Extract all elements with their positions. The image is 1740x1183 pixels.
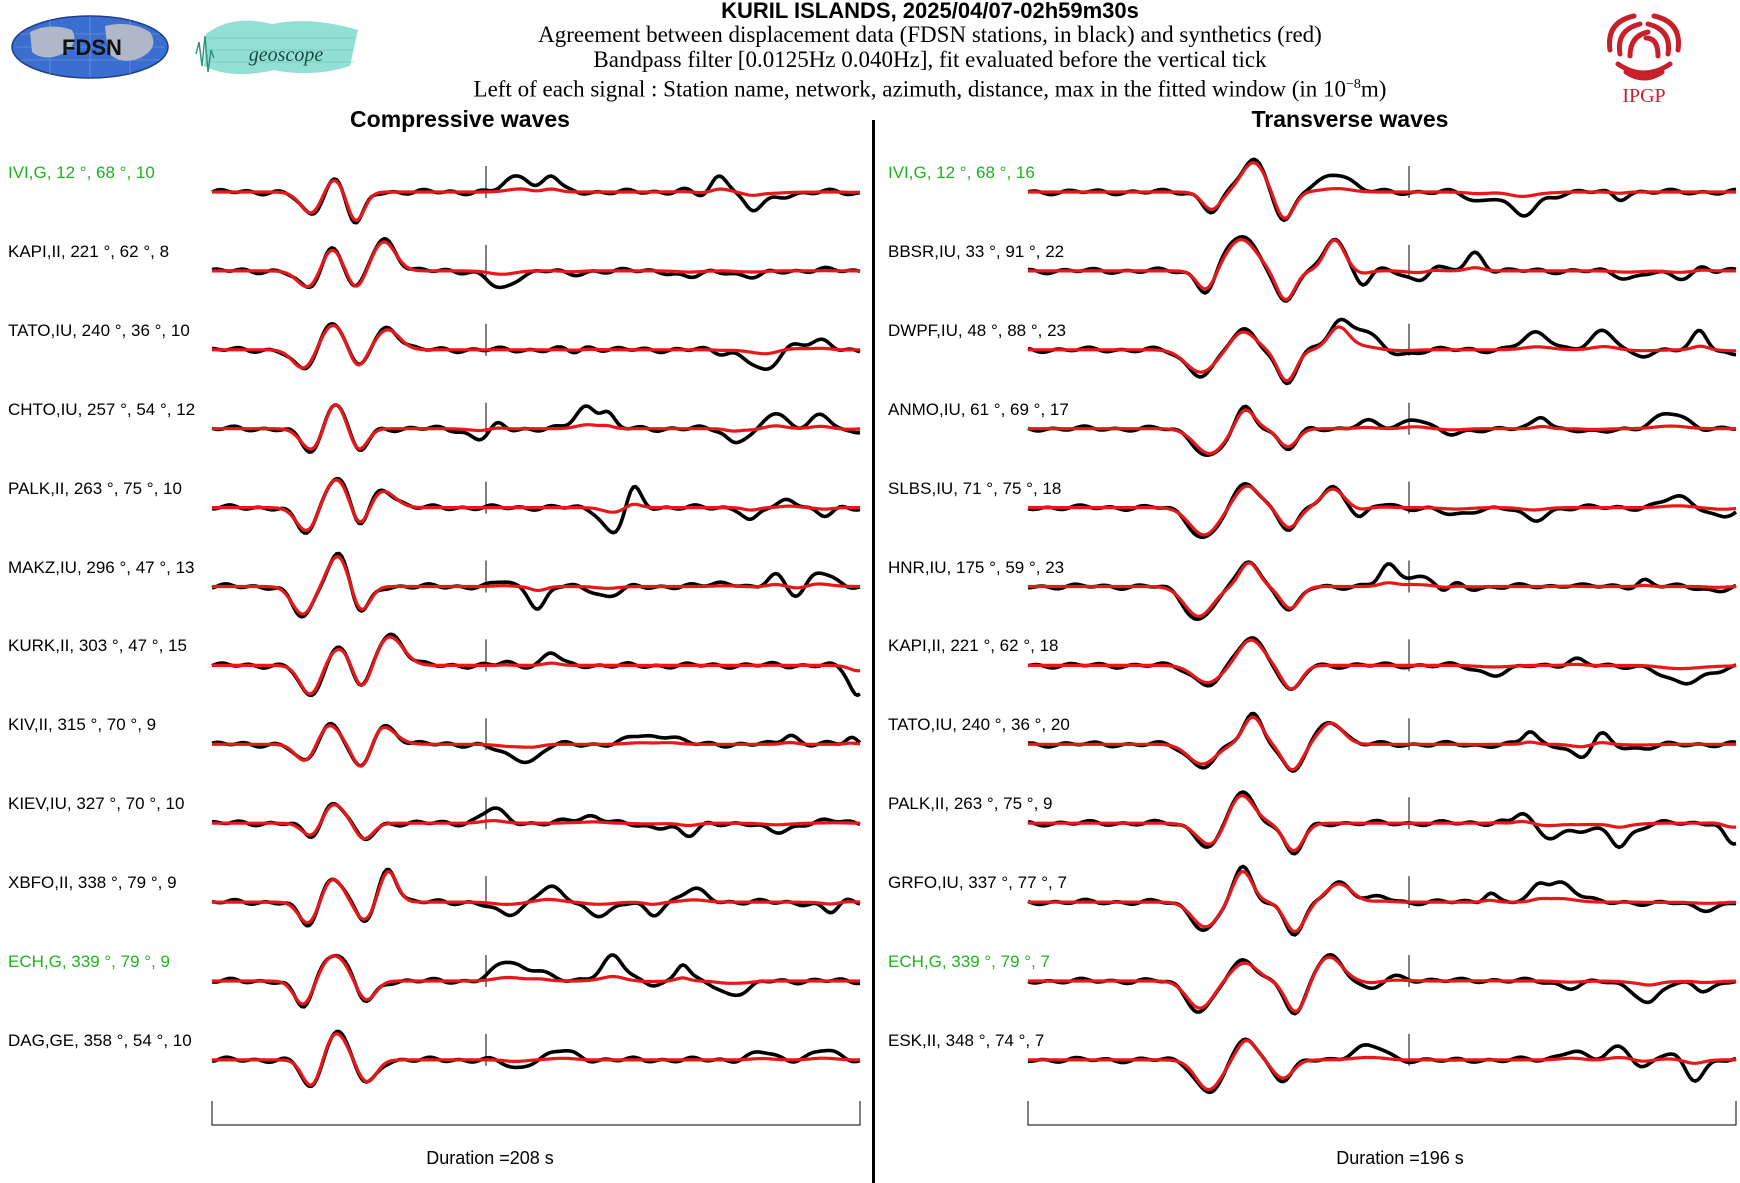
- synthetic-trace: [212, 478, 860, 533]
- synthetic-trace: [1028, 484, 1737, 537]
- station-label: XBFO,II, 338 °, 79 °, 9: [8, 873, 177, 893]
- data-trace: [1027, 636, 1737, 692]
- data-trace: [211, 867, 861, 928]
- synthetic-trace: [212, 1031, 860, 1087]
- synthetic-trace: [1028, 715, 1736, 772]
- duration-bracket: [1027, 1101, 1737, 1126]
- station-label: KURK,II, 303 °, 47 °, 15: [8, 636, 187, 656]
- synthetic-trace: [1028, 325, 1737, 383]
- station-label: BBSR,IU, 33 °, 91 °, 22: [888, 241, 1065, 261]
- station-label: ESK,II, 348 °, 74 °, 7: [888, 1030, 1045, 1050]
- data-trace: [1027, 1037, 1737, 1095]
- station-label: IVI,G, 12 °, 68 °, 16: [888, 163, 1035, 182]
- synthetic-trace: [212, 635, 861, 696]
- synthetic-trace: [212, 724, 861, 768]
- station-label: SLBS,IU, 71 °, 75 °, 18: [888, 478, 1062, 498]
- ipgp-swirl-icon: IPGP: [1607, 13, 1681, 107]
- ipgp-logo: IPGP: [1596, 8, 1692, 108]
- synthetic-trace: [212, 178, 860, 223]
- data-trace: [211, 476, 861, 535]
- compressive-panel-title: Compressive waves: [350, 106, 570, 132]
- station-label: GRFO,IU, 337 °, 77 °, 7: [888, 873, 1067, 893]
- geoscope-logo-text: geoscope: [249, 44, 324, 66]
- station-label: KIEV,IU, 327 °, 70 °, 10: [8, 794, 185, 814]
- description-line-3: Left of each signal : Station name, netw…: [360, 72, 1500, 103]
- synthetic-trace: [1028, 161, 1736, 220]
- geoscope-logo: geoscope: [192, 14, 364, 84]
- synthetic-trace: [1028, 794, 1737, 853]
- synthetic-trace: [212, 954, 860, 1006]
- synthetic-trace: [1028, 238, 1736, 302]
- fdsn-globe-icon: FDSN: [11, 15, 169, 79]
- compressive-duration-label: Duration =208 s: [426, 1148, 554, 1168]
- fdsn-logo: FDSN: [10, 14, 170, 80]
- duration-bracket: [211, 1101, 861, 1126]
- data-trace: [1027, 711, 1737, 773]
- data-trace: [211, 174, 861, 225]
- data-trace: [1027, 404, 1736, 458]
- geoscope-map-icon: geoscope: [195, 20, 358, 75]
- description-line-1: Agreement between displacement data (FDS…: [538, 22, 1322, 47]
- synthetic-trace: [1028, 1038, 1736, 1092]
- station-label: HNR,IU, 175 °, 59 °, 23: [888, 557, 1065, 577]
- station-label: KAPI,II, 221 °, 62 °, 8: [8, 241, 170, 261]
- station-label: CHTO,IU, 257 °, 54 °, 12: [8, 399, 196, 419]
- transverse-panel-title: Transverse waves: [1251, 106, 1449, 132]
- synthetic-trace: [1028, 638, 1737, 691]
- description-line-2: Bandpass filter [0.0125Hz 0.040Hz], fit …: [593, 47, 1267, 72]
- station-label: DWPF,IU, 48 °, 88 °, 23: [888, 320, 1066, 340]
- fdsn-logo-text: FDSN: [62, 35, 122, 60]
- synthetic-trace: [1028, 869, 1736, 934]
- transverse-duration-label: Duration =196 s: [1336, 1148, 1464, 1168]
- synthetic-trace: [212, 323, 860, 370]
- station-label: ECH,G, 339 °, 79 °, 7: [888, 952, 1050, 971]
- synthetic-trace: [212, 240, 860, 289]
- synthetic-trace: [212, 803, 860, 841]
- data-trace: [1027, 157, 1737, 223]
- description-line-3-suffix: m): [1360, 76, 1387, 102]
- station-label: PALK,II, 263 °, 75 °, 9: [888, 794, 1053, 814]
- station-label: ECH,G, 339 °, 79 °, 9: [8, 952, 170, 971]
- station-label: KAPI,II, 221 °, 62 °, 18: [888, 636, 1059, 656]
- station-label: IVI,G, 12 °, 68 °, 10: [8, 163, 155, 182]
- event-title: KURIL ISLANDS, 2025/04/07-02h59m30s: [721, 0, 1139, 23]
- station-label: KIV,II, 315 °, 70 °, 9: [8, 715, 157, 735]
- description-line-3-prefix: Left of each signal : Station name, netw…: [473, 76, 1347, 102]
- station-label: ANMO,IU, 61 °, 69 °, 17: [888, 399, 1069, 419]
- synthetic-trace: [212, 403, 861, 451]
- description-line-3-exponent: −8: [1346, 77, 1361, 92]
- station-label: TATO,IU, 240 °, 36 °, 10: [8, 320, 190, 340]
- synthetic-trace: [1028, 408, 1736, 456]
- data-trace: [1027, 481, 1738, 540]
- station-label: MAKZ,IU, 296 °, 47 °, 13: [8, 557, 195, 577]
- station-label: PALK,II, 263 °, 75 °, 10: [8, 478, 182, 498]
- synthetic-trace: [1028, 561, 1737, 618]
- synthetic-trace: [212, 554, 860, 616]
- panel-divider: [872, 120, 875, 1183]
- station-label: DAG,GE, 358 °, 54 °, 10: [8, 1030, 192, 1050]
- data-trace: [1027, 560, 1737, 622]
- ipgp-logo-text: IPGP: [1622, 85, 1665, 107]
- synthetic-trace: [212, 869, 861, 925]
- data-trace: [211, 237, 861, 290]
- synthetic-trace: [1028, 955, 1736, 1014]
- station-label: TATO,IU, 240 °, 36 °, 20: [888, 715, 1070, 735]
- data-trace: [1028, 235, 1737, 303]
- data-trace: [1027, 952, 1737, 1016]
